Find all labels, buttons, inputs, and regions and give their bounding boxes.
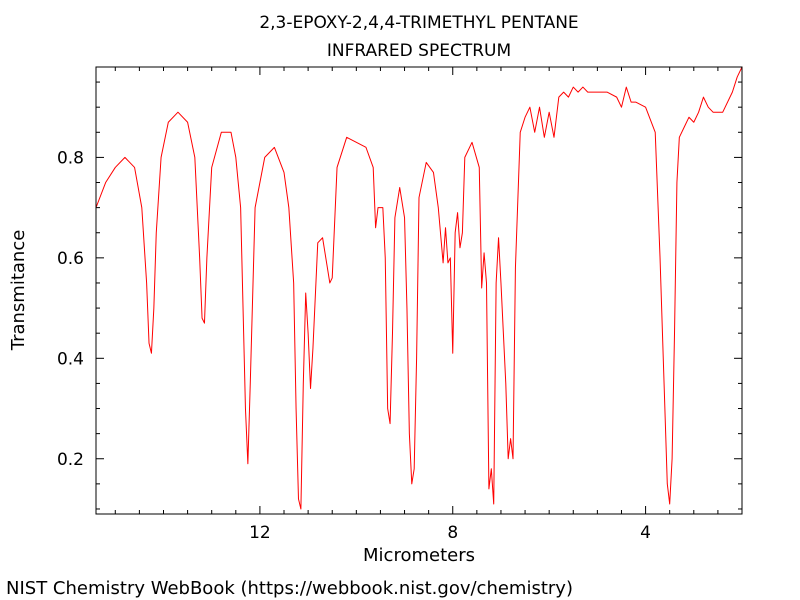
source-attribution: NIST Chemistry WebBook (https://webbook.… xyxy=(6,578,573,599)
y-tick-label: 0.6 xyxy=(57,249,84,269)
y-axis-label: Transmitance xyxy=(8,230,29,352)
chart-title: 2,3-EPOXY-2,4,4-TRIMETHYL PENTANE INFRAR… xyxy=(259,13,578,61)
chart-title-line-2: INFRARED SPECTRUM xyxy=(327,41,511,61)
y-tick-label: 0.2 xyxy=(57,450,84,470)
y-tick-label: 0.8 xyxy=(57,148,84,168)
y-axis-ticks: 0.2 0.4 0.6 0.8 xyxy=(57,81,742,510)
chart-title-line-1: 2,3-EPOXY-2,4,4-TRIMETHYL PENTANE xyxy=(259,13,578,33)
x-axis-label: Micrometers xyxy=(363,545,475,566)
plot-area xyxy=(95,66,743,510)
x-tick-label: 12 xyxy=(249,523,271,543)
x-axis-ticks: 12 8 4 xyxy=(114,67,743,543)
spectrum-line-0 xyxy=(95,66,743,510)
x-tick-label: 4 xyxy=(640,523,651,543)
y-tick-label: 0.4 xyxy=(57,349,84,369)
x-tick-label: 8 xyxy=(447,523,458,543)
plot-frame xyxy=(95,66,743,515)
